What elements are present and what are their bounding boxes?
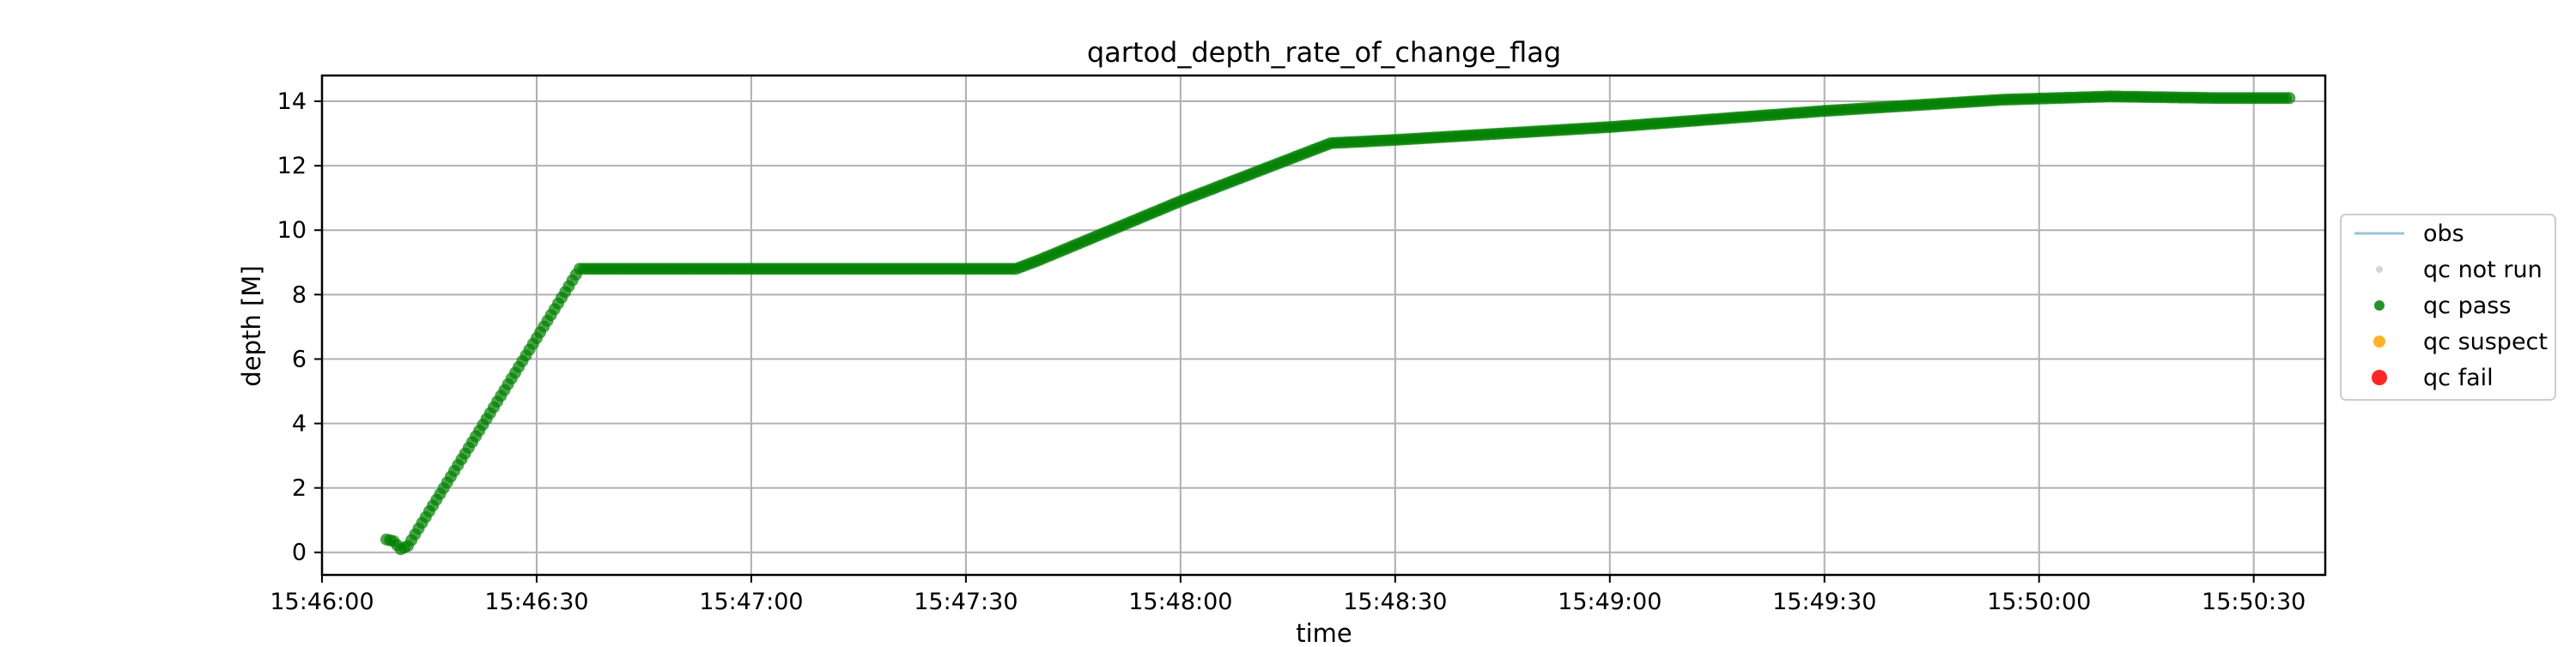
x-tick-label: 15:46:30 (484, 589, 588, 615)
series-layer (380, 90, 2296, 555)
y-tick-label: 12 (277, 153, 307, 179)
y-tick-label: 0 (292, 540, 307, 566)
legend-marker (2376, 266, 2383, 273)
chart-title: qartod_depth_rate_of_change_flag (1087, 36, 1561, 69)
legend-frame (2340, 214, 2556, 401)
legend: obs qc not run qc pass qc suspect qc fail (2340, 214, 2556, 401)
y-tick-label: 6 (292, 346, 307, 372)
x-tick-label: 15:47:00 (699, 589, 803, 615)
y-tick-label: 8 (292, 281, 307, 308)
legend-marker (2374, 300, 2385, 311)
y-tick-label: 14 (277, 88, 307, 115)
legend-marker (2372, 370, 2387, 385)
legend-label: qc fail (2423, 365, 2494, 391)
plot-frame (320, 74, 2327, 577)
y-axis-label: depth [M] (237, 265, 266, 386)
x-tick-label: 15:49:00 (1558, 589, 1662, 615)
x-tick-label: 15:48:30 (1343, 589, 1447, 615)
x-tick-label: 15:48:00 (1128, 589, 1232, 615)
y-tick-label: 10 (277, 217, 307, 244)
qc-pass-point (2283, 92, 2296, 105)
x-tick-label: 15:47:30 (914, 589, 1018, 615)
tick-layer: 15:46:00 15:46:30 15:47:00 15:47:30 15:48:00… (270, 88, 2306, 615)
legend-label: qc pass (2423, 293, 2511, 319)
y-tick-label: 2 (292, 475, 307, 502)
legend-label: obs (2423, 221, 2464, 247)
x-tick-label: 15:49:30 (1772, 589, 1876, 615)
x-axis-label: time (1296, 619, 1352, 644)
legend-label: qc not run (2423, 257, 2543, 283)
x-tick-label: 15:50:30 (2202, 589, 2306, 615)
x-tick-label: 15:46:00 (270, 589, 374, 615)
x-tick-label: 15:50:00 (1987, 589, 2091, 615)
legend-label: qc suspect (2423, 329, 2548, 355)
legend-marker (2373, 336, 2385, 348)
plot-area (322, 76, 2325, 575)
y-tick-label: 4 (292, 411, 307, 438)
grid-layer (321, 76, 2325, 575)
